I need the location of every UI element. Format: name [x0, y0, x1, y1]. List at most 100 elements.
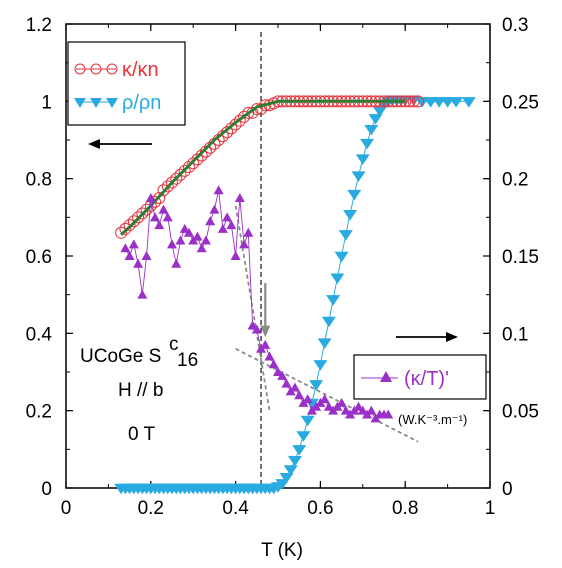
series-kappa-t-derivative	[120, 185, 394, 423]
rho-point	[292, 445, 307, 456]
deriv-point	[205, 216, 216, 226]
deriv-point	[260, 339, 271, 349]
kappa-point	[161, 180, 174, 193]
deriv-point	[145, 193, 156, 202]
kappa-point	[238, 110, 251, 123]
rho-point	[461, 97, 476, 108]
deriv-point	[264, 351, 275, 361]
annotation-field-direction: H // b	[118, 380, 163, 401]
deriv-point	[353, 401, 364, 411]
annotation-sample: UCoGe S	[80, 346, 161, 367]
tick-labels: 0 0.2 0.4 0.6 0.8 100.20.40.60.811.200.050.10…	[26, 15, 539, 519]
deriv-point	[239, 239, 250, 249]
deriv-point	[319, 394, 330, 404]
rho-point	[313, 360, 328, 371]
deriv-point	[213, 185, 224, 195]
rho-point	[283, 465, 298, 476]
deriv-point	[158, 204, 169, 214]
rho-point	[338, 230, 353, 241]
legend-kappa-label: κ/κn	[122, 59, 159, 81]
annotation-field-value: 0 T	[128, 424, 156, 445]
legend-kappa-marker	[90, 63, 102, 75]
deriv-point	[120, 243, 131, 253]
deriv-point	[137, 289, 148, 299]
rho-point	[326, 295, 341, 306]
grey-arrow-head	[260, 325, 271, 338]
annotation-sub: 16	[177, 350, 198, 371]
kappa-point	[123, 219, 136, 232]
deriv-point	[234, 193, 245, 202]
annotations: UCoGe S c16 H // b 0 T	[80, 334, 198, 445]
kappa-point	[115, 226, 128, 239]
deriv-point	[243, 227, 254, 237]
x-tick-label: 0.2	[138, 498, 164, 519]
kappa-point	[132, 211, 145, 224]
x-tick-label: 0	[61, 498, 72, 519]
x-axis-label: T (K)	[261, 540, 303, 561]
kappa-point	[250, 103, 263, 116]
rho-point	[287, 455, 302, 467]
deriv-point	[294, 390, 305, 400]
kappa-point	[191, 153, 204, 166]
y-left-tick-label: 0	[41, 479, 52, 500]
series-rho	[114, 95, 476, 495]
fit-line	[120, 99, 406, 236]
legend-kappa-marker	[106, 63, 118, 75]
kappa-point	[233, 114, 246, 127]
rho-point	[330, 273, 345, 284]
series-kappa	[115, 95, 424, 239]
rho-point	[360, 138, 375, 150]
y-left-tick-label: 0.8	[26, 170, 52, 191]
y-right-tick-label: 0.2	[502, 170, 528, 191]
kappa-point	[187, 157, 200, 170]
x-tick-label: 0.6	[307, 498, 333, 519]
deriv-point	[273, 367, 283, 376]
kappa-point	[182, 161, 195, 174]
deriv-point	[141, 251, 152, 260]
deriv-point	[171, 258, 182, 268]
deriv-point	[302, 394, 313, 404]
kappa-point	[140, 203, 153, 216]
x-tick-label: 0.4	[222, 498, 249, 519]
rho-point	[351, 171, 366, 182]
deriv-point	[179, 223, 190, 233]
deriv-point	[133, 258, 144, 268]
kappa-point	[119, 222, 132, 235]
kappa-point	[170, 172, 183, 185]
kappa-point	[166, 176, 178, 189]
y-left-tick-label: 1	[41, 92, 52, 113]
rho-line	[121, 99, 469, 489]
legend-rho-marker	[106, 98, 118, 108]
kappa-point	[157, 184, 170, 197]
annotation-sup: c	[169, 334, 179, 355]
legend-rho-label: ρ/ρn	[122, 92, 161, 114]
rho-point	[334, 251, 349, 263]
rho-point	[300, 415, 315, 427]
rho-point	[343, 210, 358, 221]
kappa-point	[195, 149, 208, 162]
deriv-point	[366, 405, 377, 415]
deriv-point	[268, 359, 279, 369]
deriv-point	[323, 401, 334, 411]
axis-ticks	[65, 23, 491, 489]
legends: κ/κn ρ/ρn (κ/T)' (W.K⁻³.m⁻¹)	[67, 41, 487, 427]
deriv-point	[277, 370, 288, 380]
legend-box-top	[67, 41, 186, 126]
rho-point	[449, 97, 464, 108]
kappa-point	[136, 207, 149, 220]
rho-point	[317, 338, 332, 349]
deriv-point	[230, 251, 241, 260]
deriv-point	[251, 324, 262, 334]
deriv-point	[167, 239, 177, 249]
y-left-tick-label: 0.2	[26, 402, 52, 423]
kappa-point	[199, 145, 212, 158]
y-right-tick-label: 0	[502, 479, 513, 500]
deriv-line	[125, 190, 389, 420]
y-right-tick-label: 0.3	[502, 15, 528, 36]
x-tick-label: 1	[485, 498, 496, 519]
legend-box-mid	[353, 354, 487, 400]
deriv-point	[124, 251, 135, 260]
kappa-point	[178, 164, 191, 177]
y-right-tick-label: 0.1	[502, 324, 528, 345]
deriv-point	[281, 378, 292, 388]
